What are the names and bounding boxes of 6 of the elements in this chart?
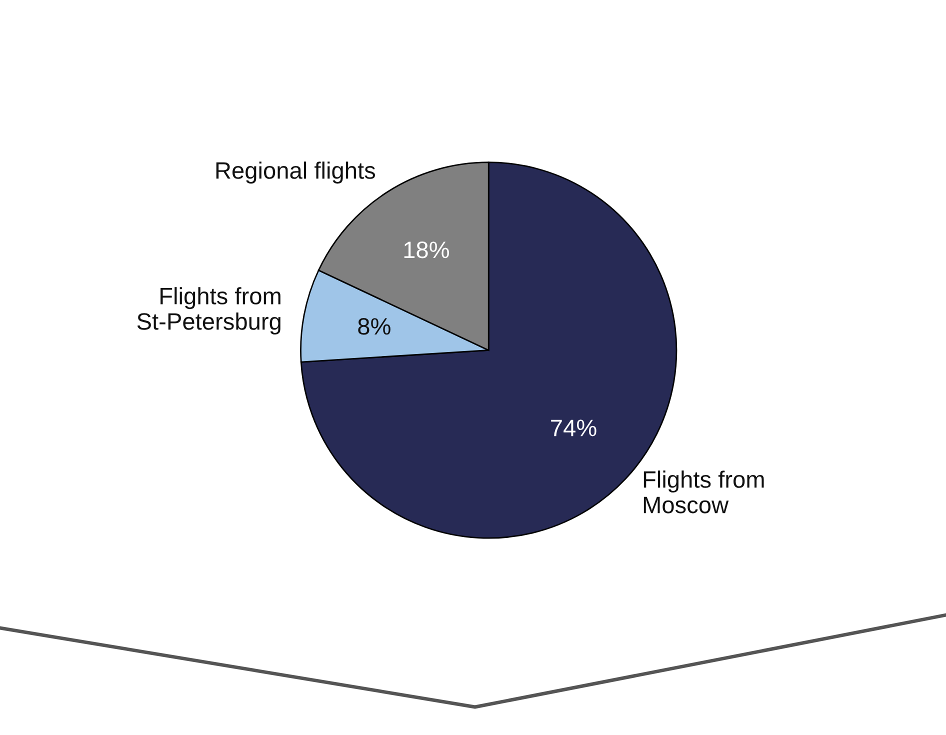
slice-label: Regional flights bbox=[216, 162, 376, 184]
data-label: 74% bbox=[551, 420, 596, 436]
data-label: 8% bbox=[358, 318, 390, 335]
slice-label: Flights from Moscow bbox=[644, 470, 764, 514]
data-label: 18% bbox=[404, 242, 449, 258]
slice-label: Flights from St-Petersburg bbox=[137, 287, 280, 335]
